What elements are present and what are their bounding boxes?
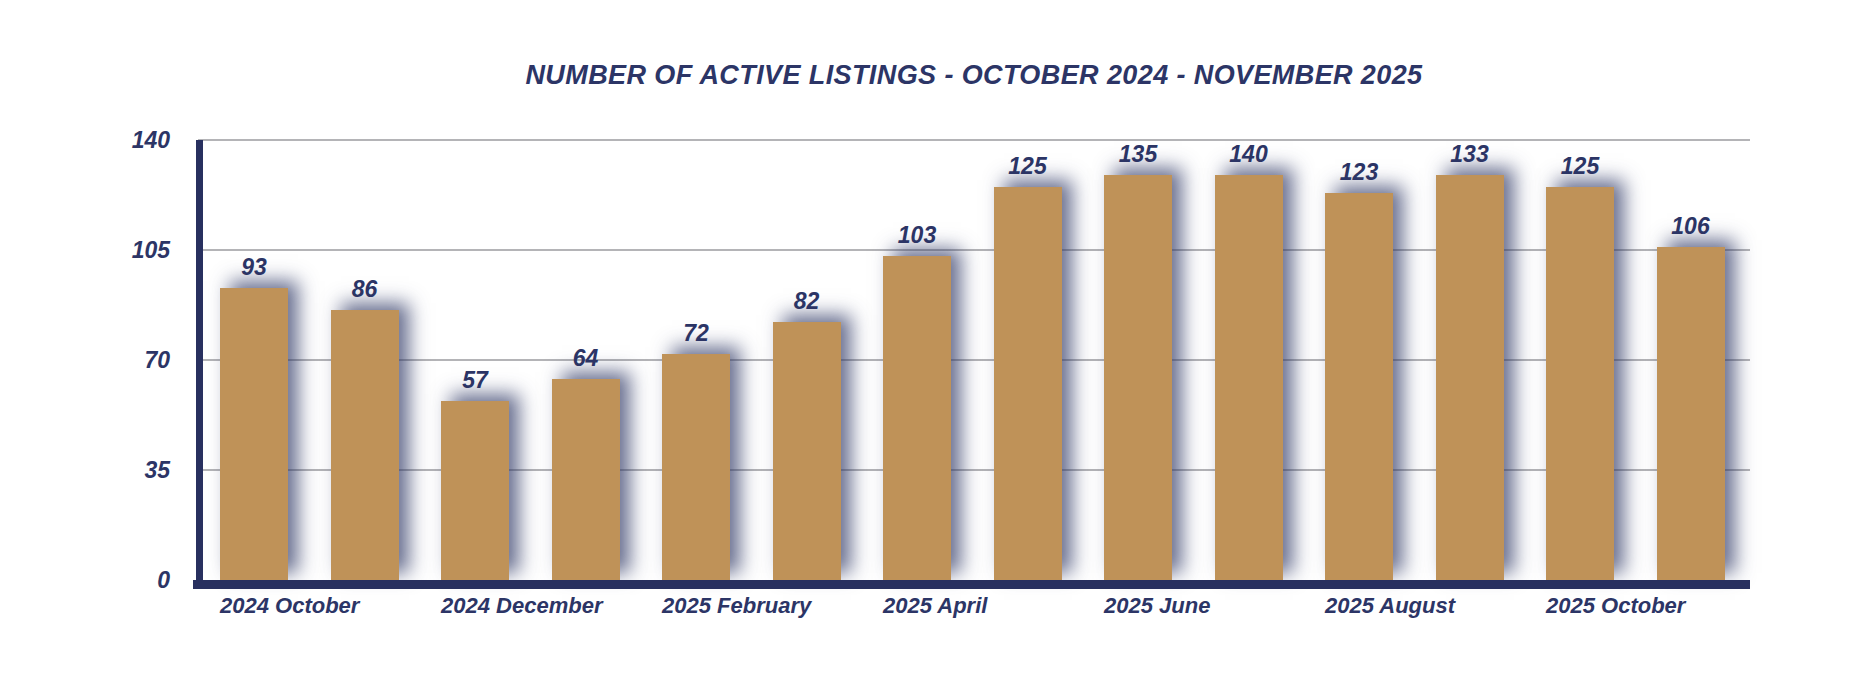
bar-slot-2025-june: 135 [1104, 140, 1215, 580]
bar-slot-2025-november: 106 [1657, 140, 1768, 580]
y-axis-tick-labels: 03570105140 [80, 140, 170, 580]
bar-2025-august [1325, 193, 1393, 580]
bar-slot-2025-october: 125 [1546, 140, 1657, 580]
bar-value-label: 133 [1436, 140, 1504, 168]
bar-slot-2024-november: 86 [331, 140, 442, 580]
bar-value-label: 82 [773, 287, 841, 315]
bar-2025-may [994, 187, 1062, 580]
plot-area: 93 86 57 64 72 82 103 125 135 140 123 133 125 106 [198, 140, 1750, 580]
x-label-slot [994, 592, 1105, 626]
x-label-slot: 2025 August [1325, 592, 1436, 626]
bar-value-label: 72 [662, 319, 730, 347]
x-label-slot: 2024 October [220, 592, 331, 626]
bar-slot-2025-august: 123 [1325, 140, 1436, 580]
bar-slot-2024-december: 57 [441, 140, 552, 580]
x-axis-label: 2025 August [1325, 592, 1393, 626]
bar-2025-november [1657, 247, 1725, 580]
bar-value-label: 123 [1325, 158, 1393, 186]
bar-value-label: 125 [1546, 152, 1614, 180]
x-label-slot [331, 592, 442, 626]
bar-2025-january [552, 379, 620, 580]
x-axis-label: 2025 February [662, 592, 730, 626]
bar-2025-april [883, 256, 951, 580]
chart-canvas: NUMBER OF ACTIVE LISTINGS - OCTOBER 2024… [0, 0, 1854, 690]
bar-value-label: 64 [552, 344, 620, 372]
bar-2024-november [331, 310, 399, 580]
x-axis-label: 2025 June [1104, 592, 1172, 626]
x-label-slot [773, 592, 884, 626]
bar-slot-2025-september: 133 [1436, 140, 1547, 580]
x-label-slot [1657, 592, 1768, 626]
x-axis-line [193, 580, 1750, 589]
bar-value-label: 57 [441, 366, 509, 394]
y-tick-label-140: 140 [80, 125, 170, 155]
x-axis-label: 2025 April [883, 592, 951, 626]
bar-2025-september [1436, 175, 1504, 580]
x-label-slot: 2025 April [883, 592, 994, 626]
x-label-slot: 2025 February [662, 592, 773, 626]
bar-2024-october [220, 288, 288, 580]
bar-value-label: 86 [331, 275, 399, 303]
x-label-slot [1215, 592, 1326, 626]
bar-value-label: 140 [1215, 140, 1283, 168]
bar-slot-2025-march: 82 [773, 140, 884, 580]
x-axis-labels-row: 2024 October 2024 December 2025 February 20… [220, 592, 1767, 626]
bar-value-label: 103 [883, 221, 951, 249]
chart-title: NUMBER OF ACTIVE LISTINGS - OCTOBER 2024… [198, 60, 1750, 91]
bar-slot-2024-october: 93 [220, 140, 331, 580]
x-axis-label: 2024 October [220, 592, 288, 626]
bar-slot-2025-july: 140 [1215, 140, 1326, 580]
bar-2025-october [1546, 187, 1614, 580]
bar-value-label: 106 [1657, 212, 1725, 240]
bars-row: 93 86 57 64 72 82 103 125 135 140 123 133 125 106 [220, 140, 1767, 580]
bar-2025-february [662, 354, 730, 580]
bar-slot-2025-may: 125 [994, 140, 1105, 580]
bar-value-label: 135 [1104, 140, 1172, 168]
bar-2025-june [1104, 175, 1172, 580]
bar-2025-march [773, 322, 841, 580]
bar-slot-2025-february: 72 [662, 140, 773, 580]
x-axis-label: 2024 December [441, 592, 509, 626]
y-tick-label-70: 70 [80, 345, 170, 375]
bar-value-label: 93 [220, 253, 288, 281]
y-axis-line [196, 140, 203, 583]
y-tick-label-35: 35 [80, 455, 170, 485]
x-label-slot: 2024 December [441, 592, 552, 626]
x-label-slot [552, 592, 663, 626]
bar-2025-july [1215, 175, 1283, 580]
bar-value-label: 125 [994, 152, 1062, 180]
x-axis-label: 2025 October [1546, 592, 1614, 626]
y-tick-label-105: 105 [80, 235, 170, 265]
x-label-slot [1436, 592, 1547, 626]
bar-2024-december [441, 401, 509, 580]
bar-slot-2025-april: 103 [883, 140, 994, 580]
bar-slot-2025-january: 64 [552, 140, 663, 580]
x-label-slot: 2025 October [1546, 592, 1657, 626]
y-tick-label-0: 0 [80, 565, 170, 595]
x-label-slot: 2025 June [1104, 592, 1215, 626]
